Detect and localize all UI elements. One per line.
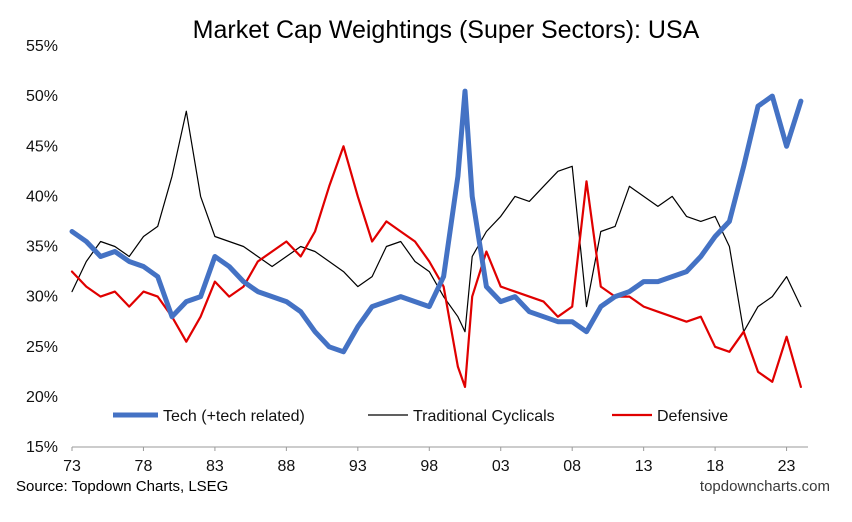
y-tick-label: 15% (26, 439, 58, 456)
series-line-defensive (70, 145, 802, 388)
x-axis-ticks: 73 78 83 88 93 98 03 08 13 18 23 (63, 447, 796, 475)
y-tick-label: 40% (26, 188, 58, 205)
x-tick-label: 88 (277, 458, 295, 475)
x-tick-label: 03 (492, 458, 510, 475)
y-tick-label: 35% (26, 239, 58, 256)
x-tick-label: 08 (563, 458, 581, 475)
x-tick-label: 83 (206, 458, 224, 475)
y-tick-label: 50% (26, 88, 58, 105)
x-tick-label: 18 (706, 458, 724, 475)
y-tick-label: 55% (26, 38, 58, 55)
x-tick-label: 13 (635, 458, 653, 475)
source-label: Source: Topdown Charts, LSEG (16, 478, 228, 495)
y-axis-ticks: 15% 20% 25% 30% 35% 40% 45% 50% 55% (26, 38, 58, 456)
y-tick-label: 20% (26, 389, 58, 406)
chart-title: Market Cap Weightings (Super Sectors): U… (193, 16, 700, 44)
legend: Tech (+tech related) Traditional Cyclica… (113, 408, 728, 425)
series-layer (69, 88, 804, 388)
series-line-cyclicals (71, 110, 802, 333)
legend-label-cyclicals: Traditional Cyclicals (413, 408, 555, 425)
watermark: topdowncharts.com (700, 478, 830, 495)
x-tick-label: 78 (135, 458, 153, 475)
x-tick-label: 73 (63, 458, 81, 475)
y-tick-label: 25% (26, 339, 58, 356)
series-line-tech (69, 88, 804, 355)
y-tick-label: 30% (26, 289, 58, 306)
y-tick-label: 45% (26, 138, 58, 155)
x-tick-label: 23 (778, 458, 796, 475)
legend-label-defensive: Defensive (657, 408, 728, 425)
x-tick-label: 93 (349, 458, 367, 475)
x-tick-label: 98 (420, 458, 438, 475)
legend-label-tech: Tech (+tech related) (163, 408, 305, 425)
